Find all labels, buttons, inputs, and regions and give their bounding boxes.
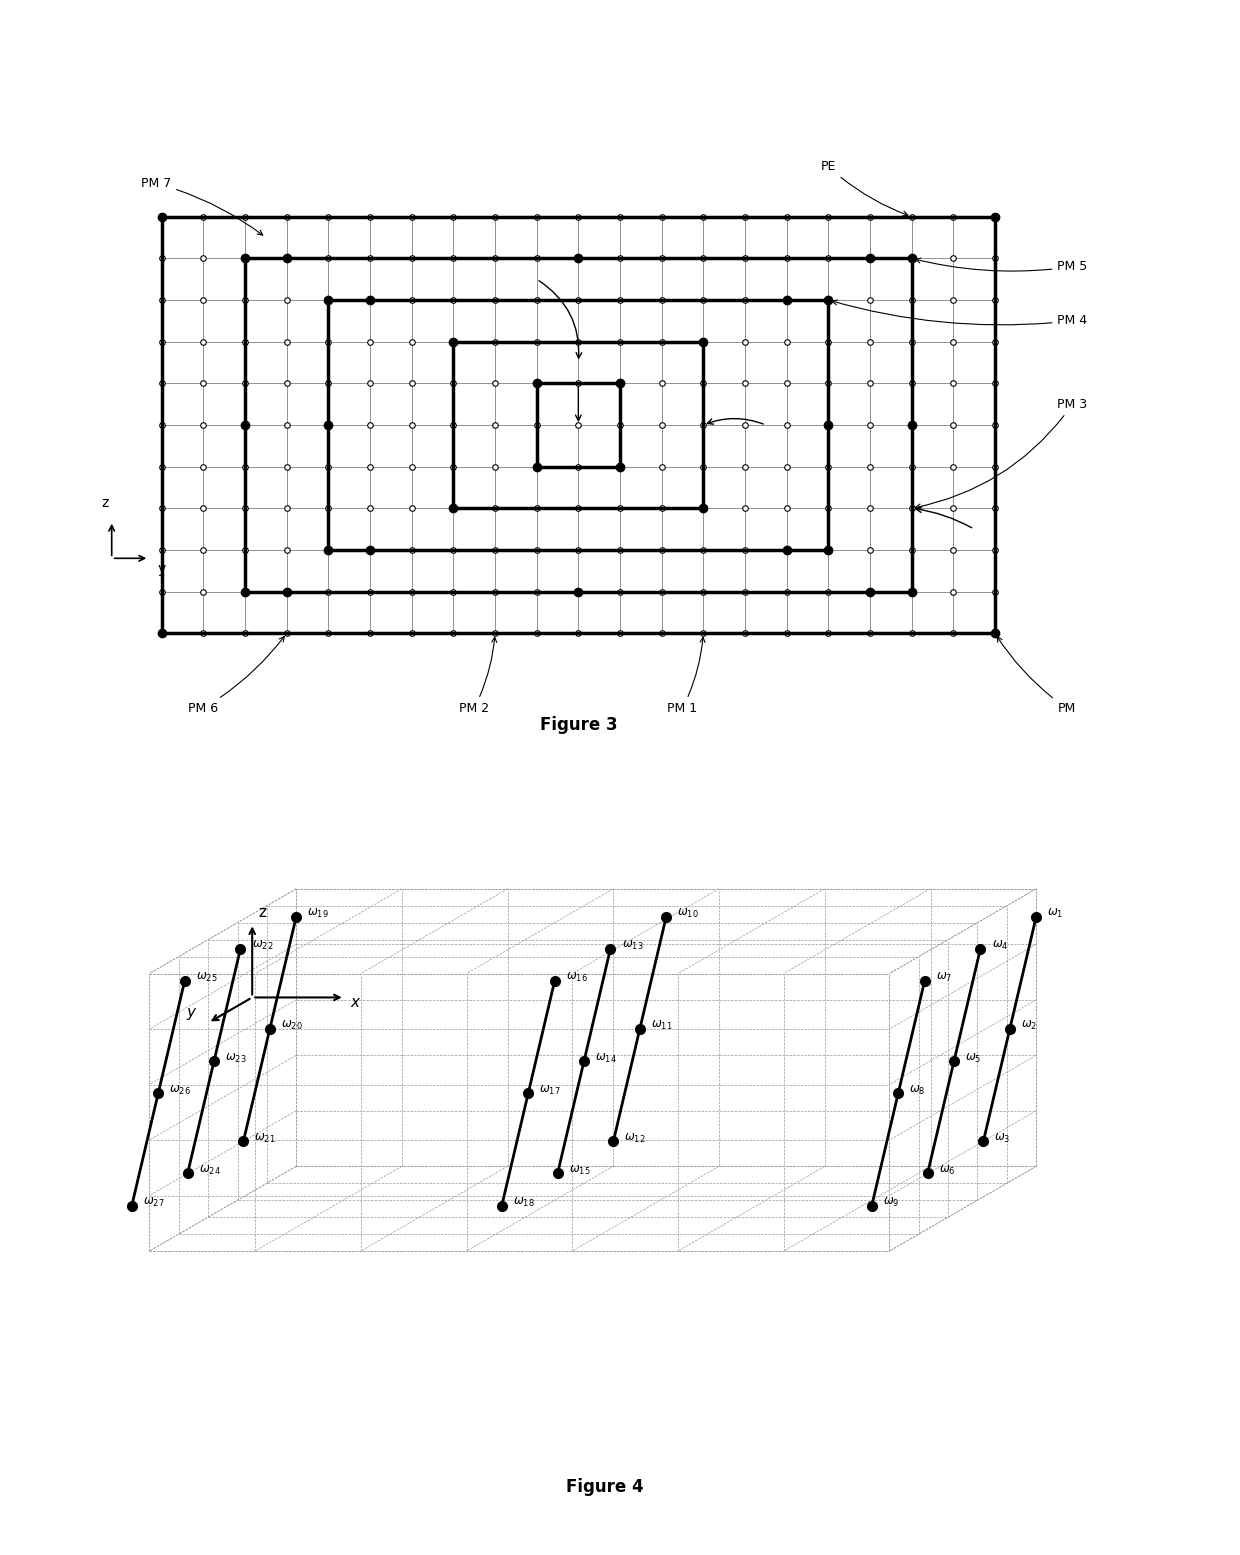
- Text: $\omega_{6}$: $\omega_{6}$: [939, 1163, 955, 1177]
- Text: $\omega_{16}$: $\omega_{16}$: [565, 972, 588, 984]
- Text: z: z: [258, 905, 267, 921]
- Text: $\omega_{11}$: $\omega_{11}$: [651, 1019, 672, 1033]
- Text: $\omega_{24}$: $\omega_{24}$: [198, 1163, 221, 1177]
- Text: y: y: [157, 563, 166, 577]
- Text: $\omega_{7}$: $\omega_{7}$: [936, 972, 952, 984]
- Text: $\omega_{2}$: $\omega_{2}$: [1021, 1019, 1037, 1033]
- Text: $\omega_{27}$: $\omega_{27}$: [143, 1196, 165, 1210]
- Text: PM 3: PM 3: [915, 398, 1087, 508]
- Text: $\omega_{25}$: $\omega_{25}$: [196, 972, 217, 984]
- Text: $\omega_{13}$: $\omega_{13}$: [621, 939, 644, 952]
- Text: $\omega_{4}$: $\omega_{4}$: [992, 939, 1008, 952]
- Text: $\omega_{15}$: $\omega_{15}$: [569, 1163, 590, 1177]
- Text: $\omega_{22}$: $\omega_{22}$: [252, 939, 273, 952]
- Text: $\omega_{12}$: $\omega_{12}$: [625, 1132, 646, 1144]
- Text: $\omega_{26}$: $\omega_{26}$: [170, 1084, 191, 1096]
- Text: $\omega_{8}$: $\omega_{8}$: [909, 1084, 926, 1096]
- Text: $\omega_{9}$: $\omega_{9}$: [883, 1196, 899, 1210]
- Text: $\omega_{10}$: $\omega_{10}$: [677, 907, 699, 921]
- Text: $\omega_{17}$: $\omega_{17}$: [539, 1084, 560, 1096]
- Text: $\omega_{3}$: $\omega_{3}$: [994, 1132, 1011, 1144]
- Text: PM 6: PM 6: [188, 636, 284, 715]
- Text: PM: PM: [997, 636, 1076, 715]
- Text: Figure 3: Figure 3: [539, 715, 618, 734]
- Text: y: y: [186, 1005, 196, 1020]
- Text: PM 4: PM 4: [832, 300, 1087, 327]
- Text: $\omega_{20}$: $\omega_{20}$: [281, 1019, 303, 1033]
- Text: $\omega_{1}$: $\omega_{1}$: [1048, 907, 1064, 921]
- Text: $\omega_{21}$: $\omega_{21}$: [254, 1132, 277, 1144]
- Text: z: z: [102, 496, 109, 510]
- Text: PM 7: PM 7: [141, 177, 263, 235]
- Text: $\omega_{18}$: $\omega_{18}$: [513, 1196, 534, 1210]
- Text: Figure 4: Figure 4: [565, 1477, 644, 1496]
- Text: $\omega_{19}$: $\omega_{19}$: [308, 907, 329, 921]
- Text: PM 1: PM 1: [667, 638, 706, 715]
- Text: x: x: [351, 995, 360, 1009]
- Text: PE: PE: [821, 160, 908, 216]
- Text: PM 5: PM 5: [915, 258, 1087, 274]
- Text: $\omega_{5}$: $\omega_{5}$: [965, 1051, 981, 1065]
- Text: $\omega_{23}$: $\omega_{23}$: [226, 1051, 247, 1065]
- Text: $\omega_{14}$: $\omega_{14}$: [595, 1051, 618, 1065]
- Text: PM 2: PM 2: [459, 638, 497, 715]
